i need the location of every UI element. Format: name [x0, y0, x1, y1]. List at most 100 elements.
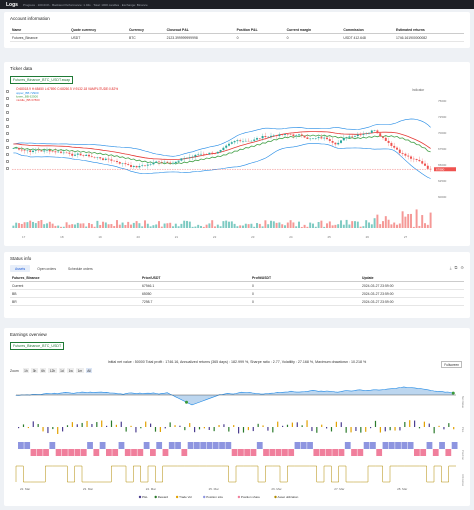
zoom-1m[interactable]: 1m: [76, 368, 84, 374]
zoom-1w[interactable]: 1w: [67, 368, 75, 374]
position-block: [432, 449, 439, 456]
pnl-bar: [433, 427, 435, 434]
legend-item[interactable]: Trade Vol: [179, 495, 192, 499]
status-tabs: Assets Open orders Schedule orders: [10, 265, 98, 272]
time-tick: 17: [22, 235, 26, 239]
zoom-12h[interactable]: 12h: [48, 368, 57, 374]
pnl-bar: [125, 427, 127, 432]
brush-icon[interactable]: [5, 111, 9, 114]
position-block: [168, 442, 175, 449]
download-icon[interactable]: ⤓: [449, 265, 452, 270]
col-header: Commission: [341, 26, 394, 34]
copy-icon[interactable]: ⧉: [454, 265, 458, 270]
zoom-1h[interactable]: 1h: [22, 368, 30, 374]
volume-bar: [398, 223, 401, 228]
pnl-bar: [438, 425, 440, 427]
app-logo[interactable]: Logs: [6, 1, 18, 8]
volume-bar: [37, 221, 40, 228]
pnl-bar: [198, 427, 201, 430]
top-bar: Logs Progress · 100.01% · Backtest Perfo…: [0, 0, 474, 9]
volume-bar: [230, 221, 233, 228]
trendline-icon[interactable]: [5, 97, 9, 100]
volume-bar: [191, 226, 194, 228]
eye-icon[interactable]: [5, 160, 9, 163]
candle: [219, 149, 222, 152]
zoom-icon[interactable]: [5, 139, 9, 142]
volume-bar: [284, 225, 286, 228]
tab-open-orders[interactable]: Open orders: [37, 266, 57, 271]
crosshair-icon[interactable]: [5, 90, 9, 93]
position-block: [93, 449, 100, 456]
candle: [233, 141, 236, 143]
volume-bar: [320, 220, 323, 228]
pattern-icon[interactable]: [5, 125, 9, 128]
candle: [261, 136, 264, 139]
position-block: [376, 449, 383, 456]
magnet-icon[interactable]: [5, 146, 9, 149]
pnl-bar: [374, 420, 377, 427]
candle: [421, 161, 424, 164]
tab-schedule-orders[interactable]: Schedule orders: [68, 266, 93, 271]
legend-item[interactable]: Reward: [158, 495, 169, 499]
volume-bar: [239, 225, 242, 228]
fib-icon[interactable]: [5, 104, 9, 107]
measure-icon[interactable]: [5, 132, 9, 135]
zoom-1d[interactable]: 1d: [58, 368, 66, 374]
candle: [348, 136, 351, 138]
time-tick: 26: [366, 235, 370, 239]
legend-item[interactable]: Asset utilization: [278, 495, 299, 499]
legend-lower_BB: lower_BB 62500: [16, 95, 38, 99]
volume-bar: [177, 226, 180, 228]
position-block: [68, 449, 75, 456]
legend-swatch: [138, 495, 142, 499]
table-row: BB 65050 0 2024-03-27 23:59:00: [10, 289, 464, 298]
candle: [169, 162, 172, 164]
candle: [82, 155, 85, 156]
zoom-6h[interactable]: 6h: [39, 368, 47, 374]
candle: [314, 138, 317, 139]
position-block: [175, 442, 181, 449]
volume-bar: [90, 224, 93, 228]
pnl-bar: [223, 424, 225, 427]
cell: Futures_Binance: [10, 33, 70, 42]
legend-item[interactable]: Position size: [206, 495, 223, 499]
pnl-bar: [345, 427, 347, 433]
pnl-bar: [174, 425, 176, 427]
candlestick-chart[interactable]: O:68018.9 H:68450 L:67890 C:68260.5 V:91…: [12, 84, 468, 242]
legend-item[interactable]: P&L: [142, 495, 148, 499]
volume-bar: [225, 220, 228, 228]
indicator-dropdown[interactable]: Indicator: [412, 88, 425, 92]
text-icon[interactable]: [5, 118, 9, 121]
legend-swatch: [203, 495, 206, 499]
axis-label: Net Value: [461, 396, 465, 409]
candle: [104, 158, 107, 160]
legend-item[interactable]: Position share: [241, 495, 260, 499]
volume-bar: [314, 226, 317, 228]
volume-bar: [160, 226, 163, 228]
tab-assets[interactable]: Assets: [10, 265, 31, 272]
candle: [88, 154, 90, 157]
earnings-chart[interactable]: 22. Mar 23. Mar 24. Mar 25. Mar 26. Mar 27. M…: [10, 374, 466, 504]
backtest-meta: Progress · 100.01% · Backtest Performanc…: [22, 2, 148, 7]
volume-bar: [93, 226, 96, 228]
candle: [370, 130, 373, 133]
candle: [365, 133, 368, 135]
volume-bar: [194, 226, 197, 228]
lock-icon[interactable]: [5, 153, 9, 156]
candle: [205, 154, 208, 155]
settings-icon[interactable]: ⚙: [460, 265, 464, 270]
candle: [412, 158, 415, 160]
candle: [113, 160, 116, 162]
zoom-3h[interactable]: 3h: [31, 368, 38, 374]
trash-icon[interactable]: [5, 167, 9, 170]
time-tick: 21: [175, 235, 179, 239]
legend-swatch: [175, 495, 179, 499]
max-drawdown-marker: [185, 400, 188, 404]
position-block: [300, 442, 307, 449]
position-block: [357, 449, 364, 456]
position-block: [87, 442, 93, 449]
fullscreen-button[interactable]: Fullscreen: [441, 361, 462, 369]
candle: [116, 161, 118, 163]
zoom-all[interactable]: All: [85, 368, 93, 374]
candle: [334, 142, 337, 145]
